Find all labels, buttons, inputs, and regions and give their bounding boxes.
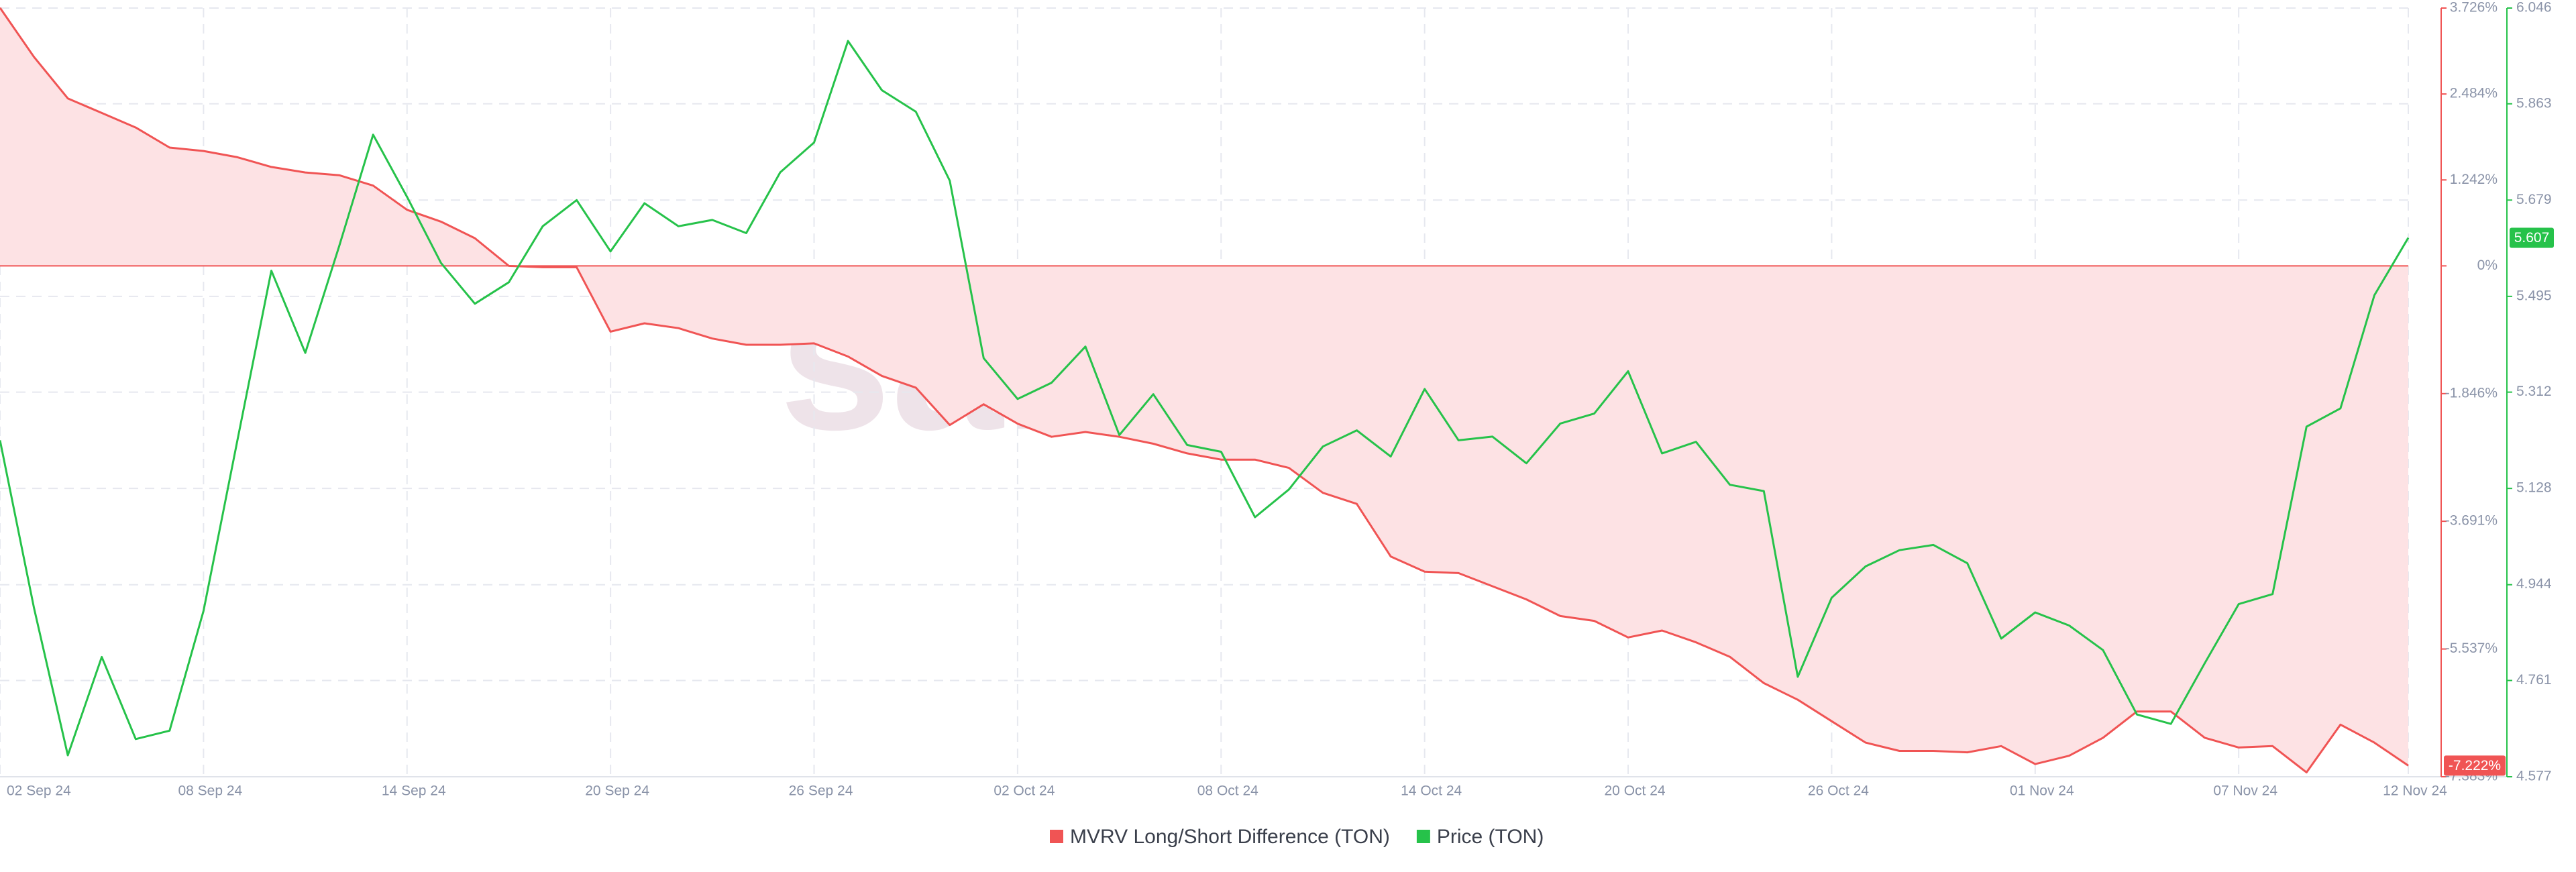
line bbox=[0, 40, 2410, 757]
y2-tick-label: 5.679 bbox=[2516, 192, 2552, 207]
x-tick-label: 02 Sep 24 bbox=[7, 783, 71, 799]
last-value-box bbox=[2444, 755, 2506, 776]
x-tick-label: 26 Oct 24 bbox=[1808, 783, 1869, 799]
y-tick-label: 1.242% bbox=[2450, 172, 2498, 187]
x-tick-label: 08 Oct 24 bbox=[1197, 783, 1258, 799]
legend-label: Price (TON) bbox=[1437, 826, 1544, 848]
y2-tick-label: 5.863 bbox=[2516, 95, 2552, 111]
y-tick-label: 3.726% bbox=[2450, 0, 2498, 15]
legend-swatch bbox=[1416, 830, 1430, 843]
y2-tick-label: 5.312 bbox=[2516, 384, 2552, 399]
x-tick-label: 02 Oct 24 bbox=[994, 783, 1055, 799]
x-tick-label: 26 Sep 24 bbox=[789, 783, 853, 799]
last-value-label: -7.222% bbox=[2449, 758, 2501, 773]
legend-label: MVRV Long/Short Difference (TON) bbox=[1070, 826, 1390, 848]
x-tick-label: 12 Nov 24 bbox=[2383, 783, 2447, 799]
x-tick-label: 07 Nov 24 bbox=[2213, 783, 2277, 799]
x-tick-label: 20 Sep 24 bbox=[585, 783, 649, 799]
x-tick-label: 14 Sep 24 bbox=[382, 783, 446, 799]
x-tick-label: 01 Nov 24 bbox=[2010, 783, 2074, 799]
y2-tick-label: 6.046 bbox=[2516, 0, 2552, 15]
y2-tick-label: 4.577 bbox=[2516, 769, 2552, 784]
line bbox=[0, 7, 2409, 773]
y-tick-label: 2.484% bbox=[2450, 86, 2498, 101]
y-tick-label: 0% bbox=[2477, 258, 2498, 273]
legend-swatch bbox=[1050, 830, 1063, 843]
last-value-label: 5.607 bbox=[2514, 230, 2550, 246]
area bbox=[0, 7, 2408, 773]
y-tick-label: -3.691% bbox=[2445, 513, 2498, 529]
x-tick-label: 20 Oct 24 bbox=[1605, 783, 1666, 799]
y2-tick-label: 4.944 bbox=[2516, 576, 2552, 592]
y2-tick-label: 5.495 bbox=[2516, 288, 2552, 303]
y2-tick-label: 4.761 bbox=[2516, 672, 2552, 688]
y2-tick-label: 5.128 bbox=[2516, 480, 2552, 496]
y-tick-label: -1.846% bbox=[2445, 385, 2498, 400]
last-value-box bbox=[2510, 227, 2554, 248]
x-tick-label: 08 Sep 24 bbox=[178, 783, 242, 799]
x-tick-label: 14 Oct 24 bbox=[1401, 783, 1462, 799]
y-tick-label: -5.537% bbox=[2445, 641, 2498, 656]
